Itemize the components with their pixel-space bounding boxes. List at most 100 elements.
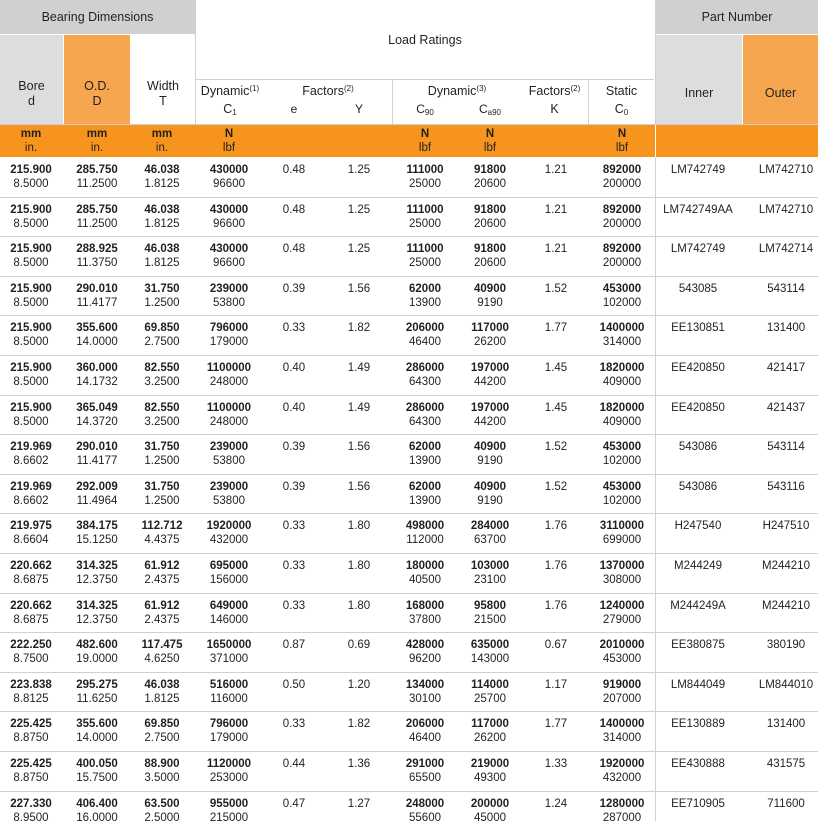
e-header: e bbox=[290, 102, 298, 116]
cell-y: 1.20 bbox=[347, 678, 371, 691]
bearing-dimensions-header: Bearing Dimensions bbox=[0, 0, 195, 34]
cell-c1-lbf: 53800 bbox=[213, 494, 245, 507]
cell-outer: 711600 bbox=[767, 797, 805, 810]
cell-ca90-n: 117000 bbox=[471, 322, 509, 335]
cell-od-in: 11.4964 bbox=[76, 494, 118, 507]
cell-y: 1.80 bbox=[347, 520, 371, 533]
cell-inner: M244249A bbox=[670, 599, 726, 612]
cell-e: 0.33 bbox=[282, 599, 306, 612]
cell-bore-in: 8.6602 bbox=[13, 455, 49, 468]
cell-bore-mm: 215.900 bbox=[10, 243, 52, 256]
cell-outer: 543116 bbox=[767, 480, 805, 493]
cell-c0-n: 453000 bbox=[602, 480, 642, 493]
cell-c1-n: 1100000 bbox=[206, 401, 252, 414]
cell-e: 0.48 bbox=[282, 203, 306, 216]
c90-unit-lbf: lbf bbox=[418, 142, 432, 154]
divider bbox=[195, 0, 196, 124]
cell-c0-n: 1280000 bbox=[599, 797, 645, 810]
cell-bore-in: 8.5000 bbox=[13, 336, 49, 349]
cell-bore-mm: 215.900 bbox=[10, 203, 52, 216]
cell-bore-mm: 225.425 bbox=[10, 758, 52, 770]
ca90-unit-n: N bbox=[485, 128, 495, 140]
table-row: 215.900 8.5000 285.750 11.2500 46.038 1.8125 4… bbox=[0, 158, 818, 198]
cell-k: 1.52 bbox=[544, 441, 568, 454]
cell-w-in: 2.5000 bbox=[144, 811, 180, 824]
divider bbox=[655, 125, 656, 157]
cell-c90-n: 291000 bbox=[405, 758, 445, 770]
cell-od-in: 12.3750 bbox=[76, 574, 118, 586]
cell-y: 1.25 bbox=[347, 164, 371, 176]
cell-od-in: 11.2500 bbox=[76, 217, 118, 230]
table-row: 222.250 8.7500 482.600 19.0000 117.475 4.6250… bbox=[0, 633, 818, 673]
divider bbox=[655, 0, 656, 821]
cell-c90-n: 498000 bbox=[405, 520, 445, 533]
divider bbox=[0, 124, 818, 125]
divider bbox=[196, 79, 654, 80]
cell-e: 0.48 bbox=[282, 243, 306, 256]
cell-inner: EE710905 bbox=[671, 797, 725, 810]
width-unit-in: in. bbox=[155, 142, 169, 154]
cell-inner: EE420850 bbox=[671, 362, 725, 374]
cell-c90-n: 206000 bbox=[405, 718, 445, 731]
cell-ca90-n: 200000 bbox=[470, 797, 510, 810]
cell-outer: LM844010 bbox=[758, 678, 814, 691]
factors2-header: Factors(2) bbox=[264, 80, 392, 124]
cell-bore-mm: 225.425 bbox=[10, 718, 52, 731]
cell-c1-n: 430000 bbox=[209, 243, 249, 256]
cell-c1-lbf: 96600 bbox=[213, 178, 245, 190]
cell-k: 0.67 bbox=[544, 639, 568, 652]
cell-c90-lbf: 65500 bbox=[409, 772, 441, 784]
cell-od-mm: 314.325 bbox=[76, 599, 118, 612]
cell-c0-n: 919000 bbox=[602, 678, 642, 691]
cell-bore-mm: 215.900 bbox=[10, 401, 52, 414]
cell-bore-in: 8.5000 bbox=[13, 257, 49, 270]
cell-y: 1.56 bbox=[347, 282, 371, 295]
c90-unit-n: N bbox=[420, 128, 430, 140]
cell-c1-n: 649000 bbox=[209, 599, 249, 612]
cell-ca90-lbf: 44200 bbox=[474, 415, 506, 428]
cell-k: 1.21 bbox=[544, 203, 568, 216]
cell-c90-n: 111000 bbox=[406, 164, 444, 176]
cell-bore-mm: 220.662 bbox=[10, 599, 52, 612]
cell-c1-n: 695000 bbox=[209, 560, 249, 572]
cell-ca90-n: 91800 bbox=[474, 243, 506, 256]
cell-c1-n: 239000 bbox=[209, 441, 249, 454]
cell-outer: 131400 bbox=[766, 718, 806, 731]
cell-od-in: 11.4177 bbox=[76, 296, 118, 309]
divider bbox=[588, 80, 589, 124]
cell-bore-in: 8.5000 bbox=[13, 178, 49, 190]
cell-w-in: 1.8125 bbox=[144, 257, 180, 270]
cell-w-mm: 63.500 bbox=[144, 797, 180, 810]
cell-w-mm: 69.850 bbox=[144, 322, 180, 335]
cell-ca90-n: 197000 bbox=[470, 401, 510, 414]
cell-bore-mm: 227.330 bbox=[10, 797, 52, 810]
cell-bore-in: 8.5000 bbox=[13, 217, 49, 230]
cell-inner: EE420850 bbox=[671, 401, 725, 414]
cell-od-in: 11.2500 bbox=[76, 178, 118, 190]
cell-k: 1.21 bbox=[544, 243, 568, 256]
cell-ca90-lbf: 143000 bbox=[470, 653, 510, 666]
cell-ca90-n: 91800 bbox=[474, 164, 506, 176]
table-row: 215.900 8.5000 355.600 14.0000 69.850 2.7500 7… bbox=[0, 316, 818, 356]
cell-c90-lbf: 30100 bbox=[409, 692, 441, 705]
cell-inner: 543085 bbox=[678, 282, 718, 295]
cell-ca90-n: 117000 bbox=[471, 718, 509, 731]
row-divider bbox=[0, 394, 818, 396]
bore-header: Bore d bbox=[0, 35, 63, 124]
cell-outer: M244210 bbox=[762, 560, 810, 572]
factors-k-header: Factors(2) K bbox=[521, 80, 588, 124]
cell-c1-lbf: 53800 bbox=[213, 455, 245, 468]
c0-unit-n: N bbox=[617, 128, 627, 140]
dynamic1-header: Dynamic(1) C1 bbox=[196, 80, 264, 124]
cell-od-mm: 400.050 bbox=[76, 758, 118, 770]
cell-ca90-n: 114000 bbox=[471, 678, 509, 691]
cell-w-in: 3.2500 bbox=[144, 415, 180, 428]
cell-c90-lbf: 37800 bbox=[409, 613, 441, 626]
cell-bore-mm: 215.900 bbox=[10, 282, 52, 295]
cell-c90-lbf: 96200 bbox=[409, 653, 441, 666]
cell-k: 1.45 bbox=[544, 401, 568, 414]
cell-w-mm: 112.712 bbox=[141, 520, 183, 533]
cell-w-in: 2.7500 bbox=[144, 336, 180, 349]
cell-bore-in: 8.6604 bbox=[13, 534, 49, 547]
cell-y: 1.56 bbox=[347, 441, 371, 454]
